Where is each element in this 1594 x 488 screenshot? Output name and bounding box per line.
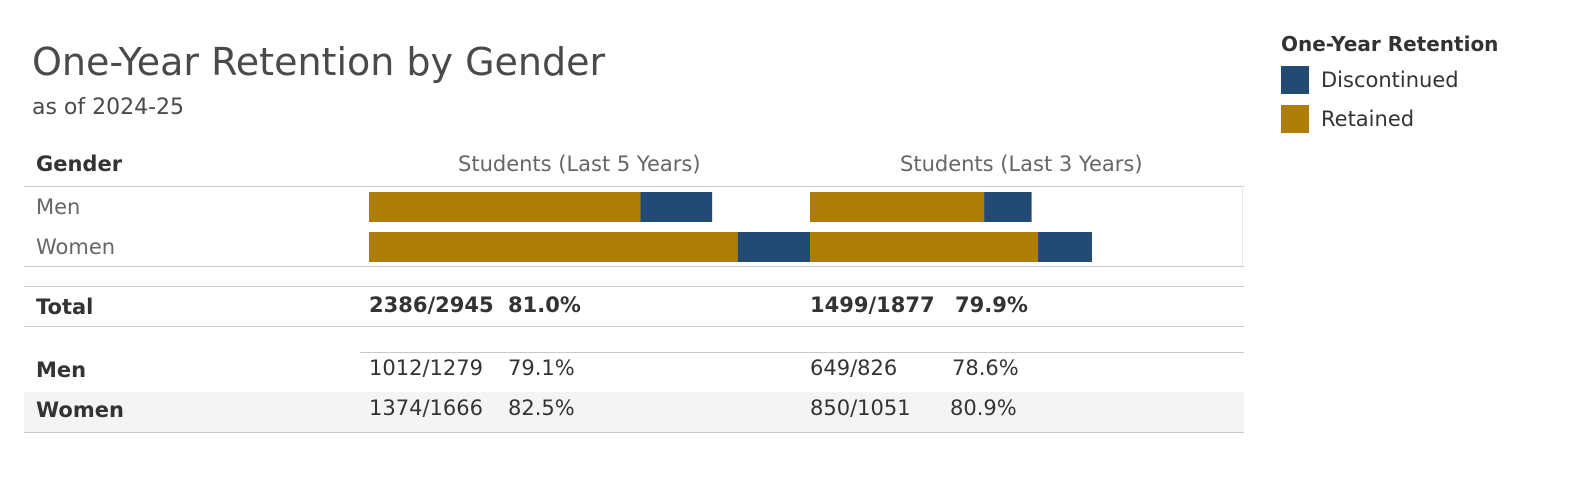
chart-subtitle: as of 2024-25 — [32, 95, 185, 120]
total-bottom-divider-right — [360, 326, 1244, 327]
legend-title: One-Year Retention — [1281, 32, 1499, 56]
men-last3-pct: 78.6% — [952, 356, 1019, 380]
women-last5-pct: 82.5% — [508, 396, 575, 420]
detail-bottom-divider-right — [360, 432, 1244, 433]
legend-item-discontinued[interactable]: Discontinued — [1281, 66, 1459, 94]
bar-row-label-men: Men — [36, 195, 81, 219]
bar-last5-women-discontinued[interactable] — [737, 232, 816, 262]
bar-last3-women-retained[interactable] — [810, 232, 1039, 262]
legend-label-retained: Retained — [1321, 107, 1415, 131]
women-last3-pct: 80.9% — [950, 396, 1017, 420]
bar-last3-men-discontinued[interactable] — [984, 192, 1032, 222]
legend-swatch-retained — [1281, 105, 1309, 133]
legend-label-discontinued: Discontinued — [1321, 68, 1459, 92]
column-header-last5: Students (Last 5 Years) — [458, 152, 701, 176]
detail-top-divider — [360, 352, 1244, 353]
total-top-divider — [24, 286, 1244, 287]
bar-last5-men-retained[interactable] — [369, 192, 641, 222]
total-last3-pct: 79.9% — [955, 293, 1028, 317]
legend-item-retained[interactable]: Retained — [1281, 105, 1414, 133]
total-last5-pct: 81.0% — [508, 293, 581, 317]
women-row-band — [24, 392, 1244, 432]
women-last5-ratio: 1374/1666 — [369, 396, 483, 420]
men-last5-pct: 79.1% — [508, 356, 575, 380]
detail-label-women: Women — [36, 398, 124, 422]
header-divider — [24, 186, 1244, 187]
detail-label-men: Men — [36, 358, 87, 382]
men-last5-ratio: 1012/1279 — [369, 356, 483, 380]
column-header-last3: Students (Last 3 Years) — [900, 152, 1143, 176]
bars-right-border — [1242, 186, 1243, 266]
bar-row-label-women: Women — [36, 235, 116, 259]
men-last3-ratio: 649/826 — [810, 356, 898, 380]
gender-column-header: Gender — [36, 152, 123, 176]
bar-last3-men-retained[interactable] — [810, 192, 985, 222]
legend-swatch-discontinued — [1281, 66, 1309, 94]
bar-last3-women-discontinued[interactable] — [1038, 232, 1092, 262]
total-bottom-divider-left — [24, 326, 360, 327]
total-last3-ratio: 1499/1877 — [810, 293, 935, 317]
women-last3-ratio: 850/1051 — [810, 396, 911, 420]
bar-last5-men-discontinued[interactable] — [640, 192, 713, 222]
total-label: Total — [36, 295, 94, 319]
bars-bottom-divider — [24, 266, 1244, 267]
chart-title: One-Year Retention by Gender — [32, 40, 606, 84]
total-last5-ratio: 2386/2945 — [369, 293, 494, 317]
bar-last5-women-retained[interactable] — [369, 232, 738, 262]
detail-bottom-divider-left — [24, 432, 360, 433]
